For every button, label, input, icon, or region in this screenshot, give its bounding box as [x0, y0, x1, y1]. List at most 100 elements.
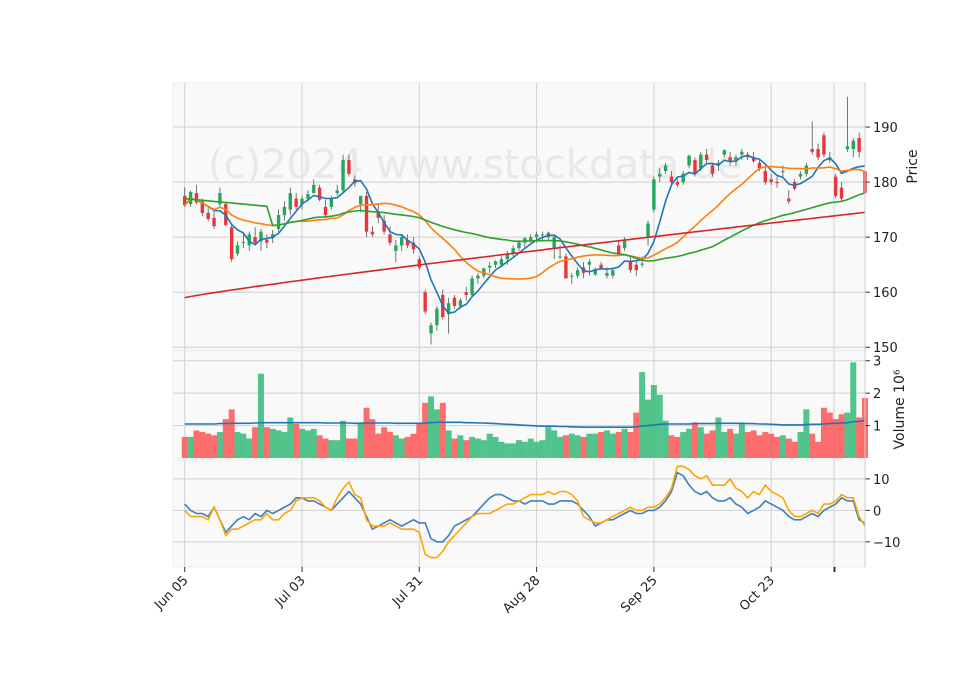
volume-bar	[281, 432, 288, 458]
volume-bar	[240, 433, 247, 458]
volume-bar	[386, 432, 393, 458]
candle-body	[646, 223, 650, 238]
panel-background	[172, 82, 866, 351]
volume-bar	[850, 362, 857, 458]
volume-bar	[351, 438, 358, 458]
candle-body	[616, 245, 621, 254]
volume-bar	[545, 427, 552, 458]
candle-body	[335, 190, 339, 194]
candle-body	[775, 182, 779, 184]
candle-body	[693, 160, 697, 174]
volume-bar	[586, 433, 593, 458]
candle-body	[570, 275, 574, 277]
candle-body	[464, 292, 468, 295]
indicator-line-fast	[184, 471, 866, 543]
candle-body	[839, 187, 844, 199]
candle-body	[423, 292, 427, 312]
candle-body	[833, 176, 838, 196]
candle-body	[787, 198, 791, 202]
volume-bar	[234, 432, 241, 458]
volume-bar	[797, 432, 804, 458]
candle-body	[417, 259, 422, 268]
volume-bar	[732, 433, 739, 458]
volume-bar	[304, 430, 311, 458]
candle-body	[763, 171, 768, 183]
candle-body	[652, 179, 656, 210]
candle-body	[364, 195, 369, 232]
volume-bar	[316, 435, 323, 458]
candle-body	[446, 303, 451, 315]
candle-body	[370, 231, 375, 235]
volume-bar	[211, 435, 218, 458]
volume-bar	[422, 402, 429, 458]
candle-body	[411, 242, 416, 250]
candle-body	[394, 245, 398, 251]
x-tick-label: Jun 05	[151, 573, 191, 613]
volume-bar	[621, 428, 628, 458]
volume-bar	[257, 373, 264, 458]
candle-body	[663, 165, 668, 172]
candle-body	[599, 264, 603, 270]
candle-body	[798, 173, 803, 177]
volume-bar	[322, 438, 329, 458]
volume-bar	[721, 432, 728, 458]
candle-body	[400, 237, 404, 246]
volume-bar	[469, 436, 476, 458]
volume-bar	[187, 436, 194, 458]
volume-bar	[691, 422, 698, 458]
volume-bar	[838, 414, 845, 458]
volume-bar	[193, 430, 200, 458]
candle-body	[529, 237, 533, 240]
volume-bar	[328, 440, 335, 458]
volume-bar	[486, 433, 493, 458]
volume-panel	[181, 362, 868, 458]
volume-bar	[580, 436, 587, 458]
volume-bar	[650, 385, 657, 458]
volume-bar	[844, 412, 851, 458]
candle-body	[517, 242, 521, 249]
volume-bar	[510, 443, 517, 458]
volume-bar	[832, 419, 839, 458]
candle-body	[235, 245, 240, 254]
candle-body	[593, 269, 597, 275]
volume-bar	[181, 436, 188, 458]
x-tick-label: Aug 28	[500, 573, 543, 616]
volume-bar	[287, 417, 294, 458]
candle-body	[435, 308, 439, 326]
volume-bar	[656, 394, 663, 458]
volume-bar	[592, 433, 599, 458]
volume-bar	[680, 432, 687, 458]
volume-bar	[820, 407, 827, 458]
candle-body	[282, 206, 287, 216]
volume-bar	[439, 402, 446, 458]
y-tick-label: 160	[873, 286, 898, 301]
candle-body	[587, 261, 592, 265]
candle-body	[200, 201, 205, 213]
candle-body	[710, 165, 715, 174]
ma-line-200	[184, 211, 866, 299]
volume-bar	[803, 409, 810, 458]
candle-body	[429, 325, 433, 334]
candle-body	[493, 261, 498, 265]
candle-body	[822, 135, 826, 155]
candle-body	[405, 239, 410, 246]
volume-bar	[615, 432, 622, 458]
volume-bar	[662, 420, 669, 458]
candle-body	[241, 242, 246, 244]
indicator-line-slow	[184, 465, 866, 559]
volume-axis-label: Volume 10⁶	[892, 369, 908, 449]
candle-body	[728, 157, 732, 162]
candle-body	[611, 270, 615, 276]
volume-bar	[310, 428, 317, 458]
volume-bar	[539, 440, 546, 458]
volume-bar	[369, 419, 376, 458]
candle-body	[704, 154, 709, 161]
volume-bar	[715, 417, 722, 458]
volume-bar	[562, 435, 569, 458]
volume-bar	[703, 433, 710, 458]
volume-bar	[791, 441, 798, 458]
volume-bar	[498, 441, 505, 458]
volume-bar	[299, 428, 306, 458]
candle-body	[558, 256, 562, 258]
